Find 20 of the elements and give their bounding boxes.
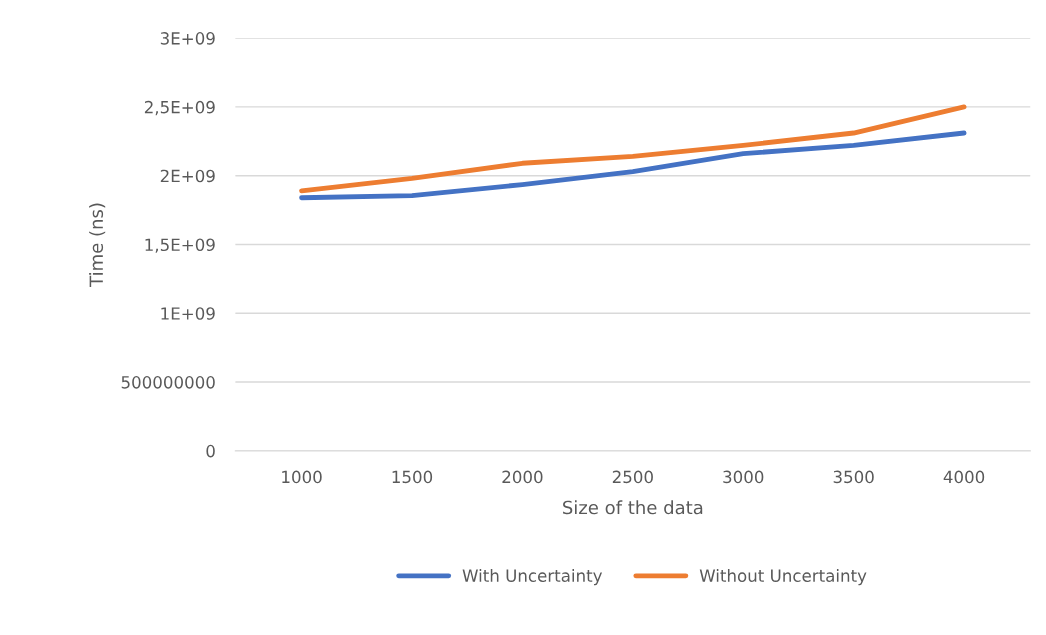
x-tick-label: 3500	[833, 470, 874, 484]
y-tick-label: 500000000	[121, 376, 215, 389]
x-tick-label: 4000	[943, 470, 985, 484]
y-tick-label: 1,5E+09	[145, 238, 215, 253]
x-tick-label: 1500	[392, 470, 433, 484]
y-tick-label: 2,5E+09	[144, 100, 215, 116]
y-tick-label: 2E+09	[160, 169, 215, 183]
x-tick-label: 3000	[723, 470, 764, 484]
y-tick-label: 1E+09	[161, 307, 215, 320]
x-tick-label: 1000	[282, 470, 322, 484]
line-series	[299, 130, 967, 201]
line-series	[299, 104, 967, 194]
legend-label: With Uncertainty	[462, 569, 603, 586]
x-axis-title: Size of the data	[563, 500, 703, 515]
y-tick-label: 0	[206, 444, 215, 458]
x-tick-label: 2000	[502, 470, 543, 484]
legend-label: Without Uncertainty	[699, 569, 867, 586]
y-tick-label: 3E+09	[160, 32, 215, 45]
x-tick-label: 2500	[612, 470, 653, 484]
y-axis-title: Time (ns)	[89, 203, 106, 287]
